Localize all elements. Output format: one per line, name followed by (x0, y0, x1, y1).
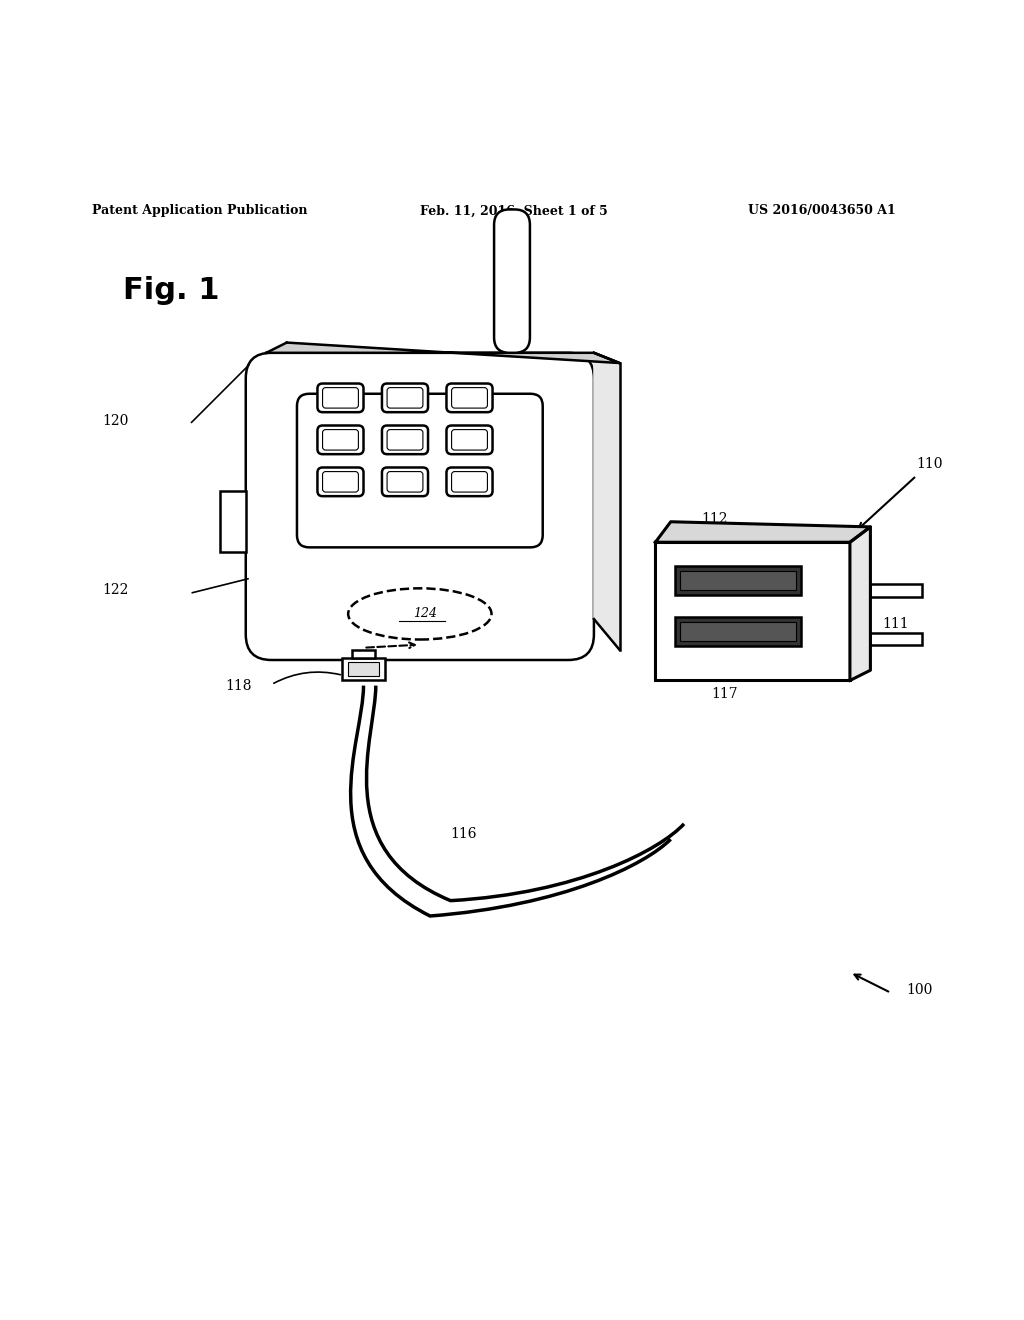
FancyBboxPatch shape (446, 384, 493, 412)
Bar (870, 632, 922, 645)
FancyBboxPatch shape (387, 471, 423, 492)
FancyBboxPatch shape (323, 429, 358, 450)
FancyBboxPatch shape (317, 425, 364, 454)
Bar (680, 572, 797, 590)
Text: US 2016/0043650 A1: US 2016/0043650 A1 (748, 205, 895, 218)
FancyBboxPatch shape (317, 467, 364, 496)
Text: 110: 110 (916, 457, 943, 470)
Text: 118: 118 (225, 678, 252, 693)
FancyBboxPatch shape (494, 210, 530, 352)
FancyBboxPatch shape (382, 425, 428, 454)
FancyBboxPatch shape (446, 467, 493, 496)
FancyBboxPatch shape (387, 388, 423, 408)
Text: 100: 100 (906, 982, 933, 997)
Text: 114: 114 (753, 663, 779, 676)
FancyBboxPatch shape (452, 471, 487, 492)
Bar (675, 618, 801, 645)
Polygon shape (266, 343, 620, 363)
Polygon shape (850, 527, 870, 681)
Text: Patent Application Publication: Patent Application Publication (92, 205, 307, 218)
FancyBboxPatch shape (382, 384, 428, 412)
FancyBboxPatch shape (446, 425, 493, 454)
FancyBboxPatch shape (452, 429, 487, 450)
Text: 116: 116 (451, 828, 477, 841)
FancyBboxPatch shape (297, 393, 543, 548)
FancyBboxPatch shape (452, 388, 487, 408)
Bar (352, 649, 375, 657)
Bar (220, 491, 246, 553)
Text: 111: 111 (883, 618, 909, 631)
Bar (680, 622, 797, 640)
FancyBboxPatch shape (246, 352, 594, 660)
Bar (675, 566, 801, 595)
Text: 117: 117 (712, 686, 738, 701)
FancyBboxPatch shape (323, 388, 358, 408)
FancyBboxPatch shape (387, 429, 423, 450)
Ellipse shape (348, 589, 492, 639)
Text: 112: 112 (701, 512, 728, 525)
Bar (348, 663, 379, 676)
Bar (655, 543, 850, 681)
FancyBboxPatch shape (382, 467, 428, 496)
Text: Feb. 11, 2016  Sheet 1 of 5: Feb. 11, 2016 Sheet 1 of 5 (420, 205, 607, 218)
Bar (870, 585, 922, 597)
FancyBboxPatch shape (323, 471, 358, 492)
Polygon shape (655, 521, 870, 543)
Text: 122: 122 (102, 583, 129, 598)
Text: Fig. 1: Fig. 1 (123, 276, 219, 305)
Bar (342, 657, 385, 681)
Text: 120: 120 (102, 414, 129, 429)
Text: 124: 124 (413, 607, 437, 620)
FancyBboxPatch shape (317, 384, 364, 412)
Polygon shape (594, 352, 620, 649)
